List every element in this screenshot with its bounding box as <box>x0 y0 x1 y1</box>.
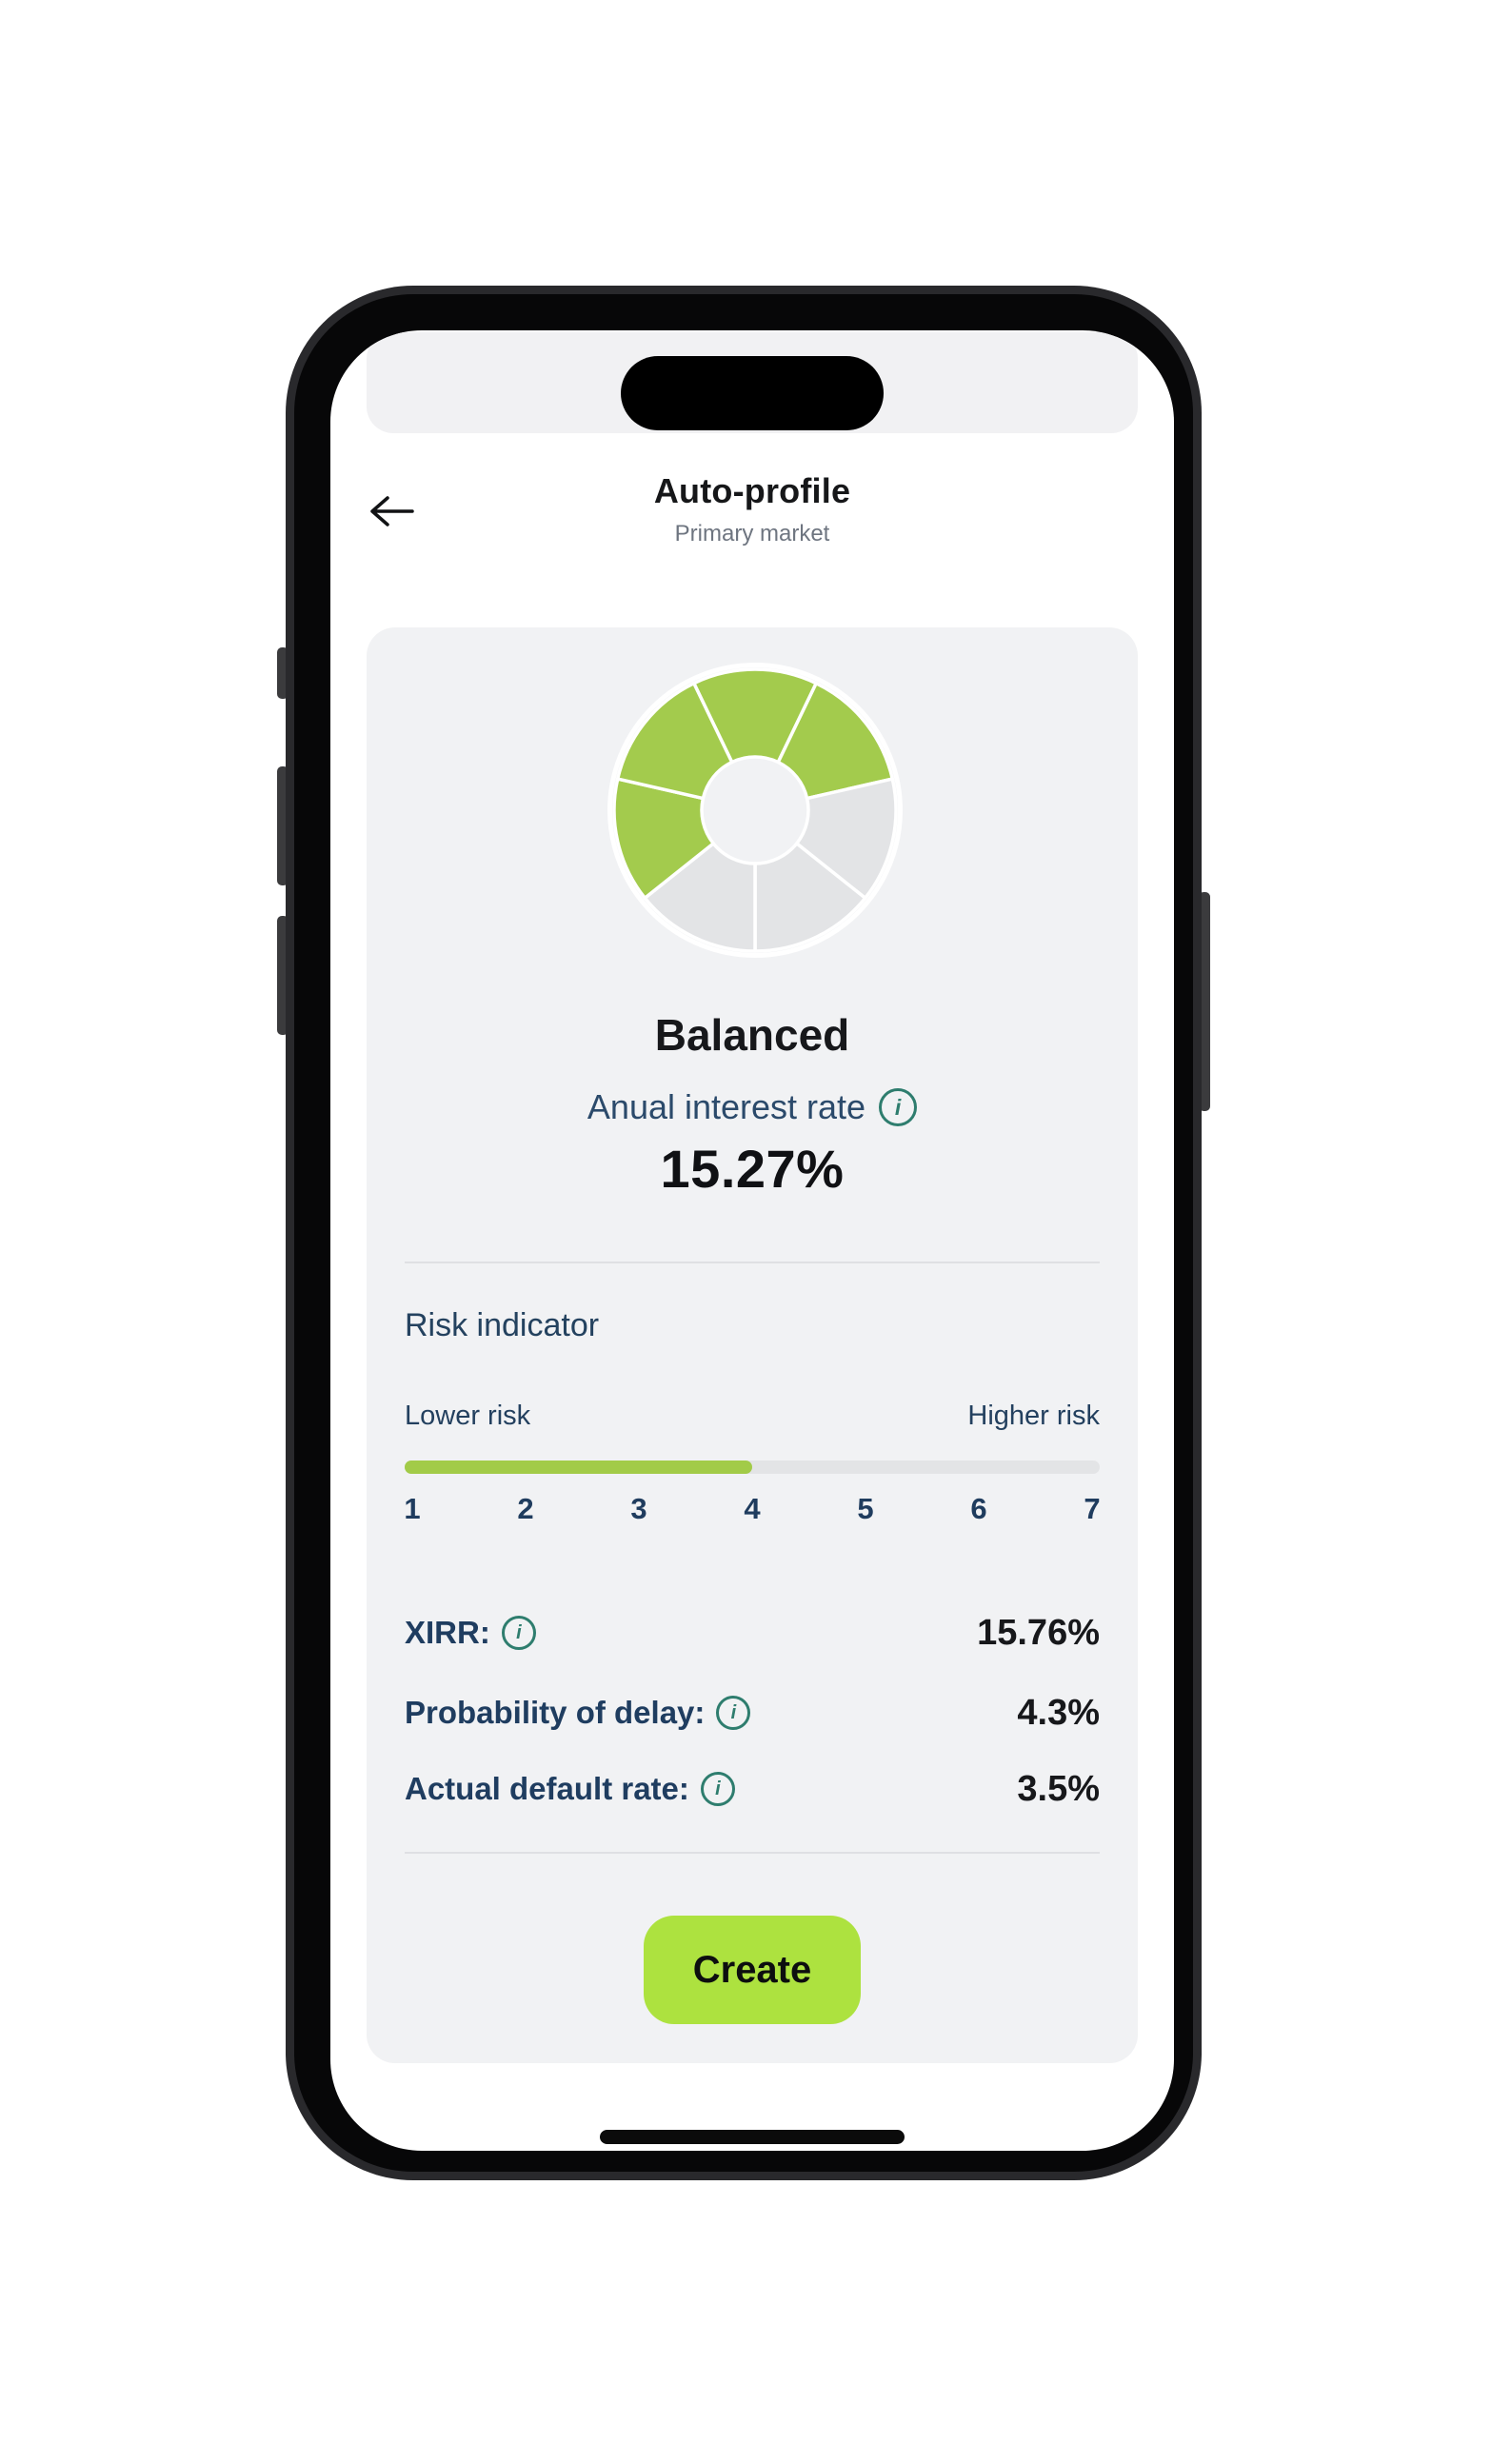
page-subtitle: Primary market <box>674 521 830 546</box>
dynamic-island <box>621 356 884 430</box>
delay-info-icon[interactable]: i <box>716 1696 751 1730</box>
risk-progress-fill <box>405 1461 752 1474</box>
interest-info-icon[interactable]: i <box>879 1088 918 1126</box>
interest-rate-row: Anual interest rate i <box>367 1083 1138 1132</box>
risk-scale-7: 7 <box>1084 1492 1101 1525</box>
delay-label: Probability of delay: <box>405 1695 706 1730</box>
info-glyph: i <box>715 1778 721 1799</box>
divider <box>405 1852 1100 1854</box>
risk-labels-row: Lower risk Higher risk <box>405 1399 1100 1433</box>
info-glyph: i <box>730 1701 737 1723</box>
profile-card: Balanced Anual interest rate i 15.27% Ri… <box>367 627 1138 2063</box>
interest-rate-label: Anual interest rate <box>587 1087 866 1126</box>
risk-section-title: Risk indicator <box>405 1307 600 1343</box>
back-button[interactable] <box>368 494 416 528</box>
risk-scale-1: 1 <box>404 1492 421 1525</box>
donut-segment-right <box>795 777 898 901</box>
info-glyph: i <box>894 1094 902 1120</box>
xirr-info-icon[interactable]: i <box>501 1616 536 1650</box>
info-glyph: i <box>516 1621 522 1643</box>
page-title: Auto-profile <box>653 471 851 510</box>
phone-bezel: Auto-profile Primary market Balanced Anu… <box>294 294 1193 2172</box>
allocation-donut-chart <box>607 663 903 958</box>
phone-screen: Auto-profile Primary market Balanced Anu… <box>330 330 1174 2151</box>
default-rate-value: 3.5% <box>1017 1769 1100 1809</box>
arrow-left-icon <box>370 496 414 527</box>
risk-scale-3: 3 <box>630 1492 647 1525</box>
divider <box>405 1262 1100 1263</box>
home-indicator <box>600 2130 905 2144</box>
power-button <box>1199 892 1210 1111</box>
xirr-value: 15.76% <box>977 1613 1100 1653</box>
risk-scale-row: 1 2 3 4 5 6 7 <box>401 1490 1104 1528</box>
donut-segment-bottom-right <box>753 842 867 953</box>
donut-outer-ring <box>607 663 903 958</box>
xirr-label: XIRR: <box>405 1615 490 1650</box>
create-button[interactable]: Create <box>644 1916 861 2024</box>
risk-scale-2: 2 <box>517 1492 534 1525</box>
stat-row-delay: Probability of delay: i 4.3% <box>405 1690 1100 1736</box>
phone-frame: Auto-profile Primary market Balanced Anu… <box>286 286 1202 2180</box>
risk-scale-6: 6 <box>970 1492 987 1525</box>
donut-segment-left <box>612 777 715 901</box>
donut-segment-upper-left <box>615 681 734 801</box>
profile-name: Balanced <box>654 1010 850 1060</box>
higher-risk-label: Higher risk <box>967 1401 1100 1431</box>
risk-scale-5: 5 <box>857 1492 874 1525</box>
donut-segment-bottom-left <box>643 842 757 953</box>
risk-scale-4: 4 <box>744 1492 761 1525</box>
interest-rate-value: 15.27% <box>660 1139 845 1199</box>
default-rate-label: Actual default rate: <box>405 1771 689 1806</box>
lower-risk-label: Lower risk <box>405 1401 531 1431</box>
delay-value: 4.3% <box>1017 1693 1100 1733</box>
stat-row-default: Actual default rate: i 3.5% <box>405 1766 1100 1812</box>
donut-segment-top <box>692 667 818 765</box>
stat-row-xirr: XIRR: i 15.76% <box>405 1610 1100 1656</box>
donut-segment-upper-right <box>776 681 895 801</box>
default-rate-info-icon[interactable]: i <box>700 1772 735 1806</box>
risk-progress-track <box>405 1461 1100 1474</box>
